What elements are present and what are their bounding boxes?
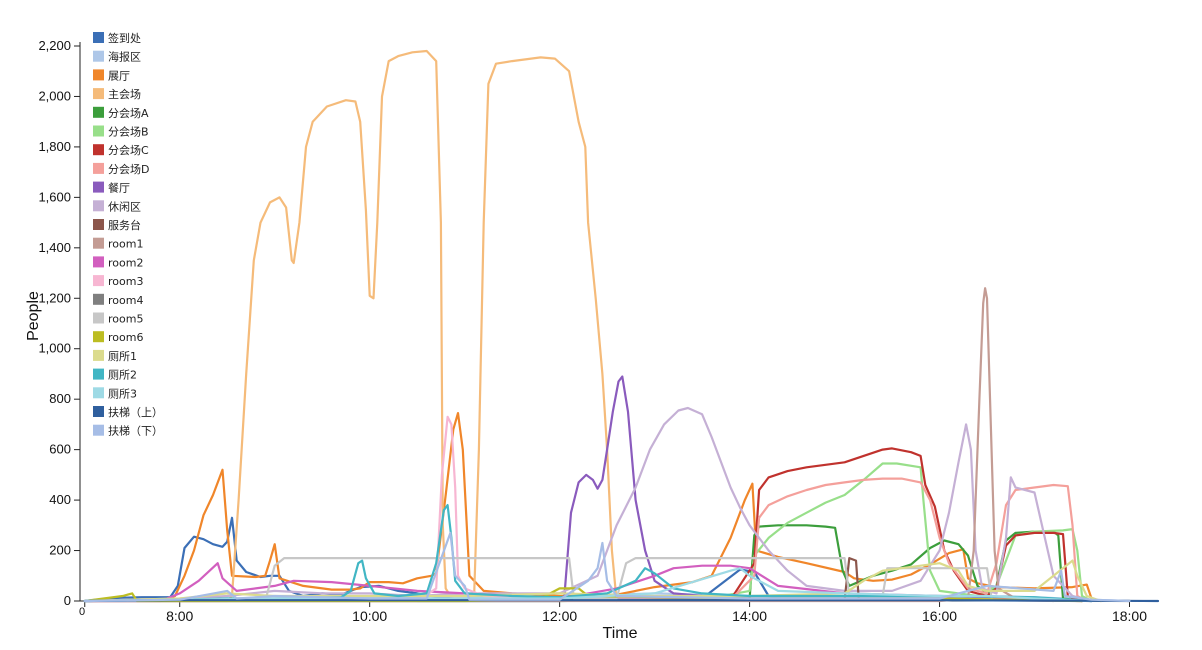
- y-tick-label: 1,200: [38, 290, 71, 305]
- legend-label: room2: [108, 256, 143, 269]
- legend-swatch: [93, 237, 104, 249]
- legend-swatch: [93, 293, 104, 305]
- legend-label: 分会场C: [108, 143, 149, 157]
- legend-swatch: [93, 50, 104, 62]
- y-tick-label: 1,000: [38, 341, 71, 356]
- legend-label: 分会场D: [108, 162, 149, 176]
- legend-swatch: [93, 69, 104, 81]
- legend-swatch: [93, 219, 104, 230]
- legend-label: 厕所1: [108, 350, 137, 363]
- legend-label: 服务台: [108, 218, 141, 232]
- x-tick-label: 0: [79, 606, 85, 618]
- legend-swatch: [93, 106, 104, 118]
- series-line-15: [83, 557, 1093, 603]
- series-line-6: [83, 447, 1084, 603]
- legend-swatch: [93, 312, 104, 324]
- legend-label: 分会场A: [108, 106, 149, 120]
- legend-swatch: [93, 162, 104, 174]
- y-tick-label: 1,600: [38, 189, 71, 204]
- y-tick-label: 200: [49, 543, 71, 558]
- y-tick-label: 600: [49, 442, 71, 457]
- legend-swatch: [93, 387, 104, 399]
- legend-label: 分会场B: [108, 125, 149, 139]
- legend-swatch: [93, 275, 104, 287]
- x-tick-label: 14:00: [732, 608, 767, 624]
- legend-swatch: [93, 181, 104, 193]
- legend-swatch: [93, 406, 104, 417]
- legend-label: room4: [108, 294, 143, 307]
- legend-swatch: [93, 144, 104, 156]
- x-tick-label: 12:00: [542, 608, 577, 624]
- series-line-17: [83, 559, 1103, 603]
- legend-label: room3: [108, 275, 143, 288]
- y-tick-label: 400: [49, 492, 71, 507]
- legend-swatch: [93, 200, 104, 212]
- series-line-7: [83, 477, 1088, 603]
- x-tick-label: 10:00: [352, 608, 387, 624]
- y-tick-label: 1,400: [38, 240, 71, 255]
- series-line-20: [83, 599, 1160, 603]
- legend-label: 餐厅: [108, 181, 130, 195]
- legend-label: 海报区: [108, 50, 141, 64]
- y-tick-label: 0: [64, 593, 71, 608]
- legend-label: 扶梯（上）: [108, 405, 163, 419]
- series-line-21: [83, 531, 1131, 603]
- legend-label: 签到处: [108, 31, 141, 45]
- series-line-5: [83, 462, 1093, 603]
- chart-axes: 0 200 400 600 800 1,000 1,200 1,400 1,600 1,800 2,…: [38, 38, 1158, 624]
- legend-label: 主会场: [108, 87, 141, 101]
- y-tick-label: 2,000: [38, 88, 71, 103]
- y-tick-label: 800: [49, 391, 71, 406]
- legend-label: 展厅: [108, 69, 130, 82]
- legend-swatch: [93, 88, 104, 100]
- x-tick-label: 16:00: [922, 608, 957, 624]
- legend-label: room6: [108, 331, 143, 344]
- legend-label: 扶梯（下）: [108, 424, 163, 438]
- y-axis-title: People: [25, 291, 42, 341]
- legend-swatch: [93, 256, 104, 268]
- legend-label: room1: [108, 238, 143, 251]
- series-group: [83, 49, 1160, 603]
- series-line-9: [83, 406, 1093, 603]
- series-line-12: [83, 562, 1093, 603]
- x-axis-title: Time: [603, 625, 638, 642]
- legend-swatch: [93, 368, 104, 380]
- legend-swatch: [93, 32, 104, 43]
- legend-swatch: [93, 331, 104, 343]
- x-tick-label: 18:00: [1112, 608, 1147, 624]
- legend-label: 厕所2: [108, 369, 137, 382]
- legend-swatch: [93, 125, 104, 137]
- legend-swatch: [93, 424, 104, 436]
- x-tick-label: 8:00: [166, 608, 193, 624]
- y-tick-label: 1,800: [38, 139, 71, 154]
- legend-swatch: [93, 349, 104, 361]
- legend-label: room5: [108, 313, 143, 326]
- legend-label: 休闲区: [108, 199, 141, 213]
- series-line-3: [83, 49, 618, 603]
- y-tick-label: 2,200: [38, 38, 71, 53]
- legend-label: 厕所3: [108, 387, 137, 400]
